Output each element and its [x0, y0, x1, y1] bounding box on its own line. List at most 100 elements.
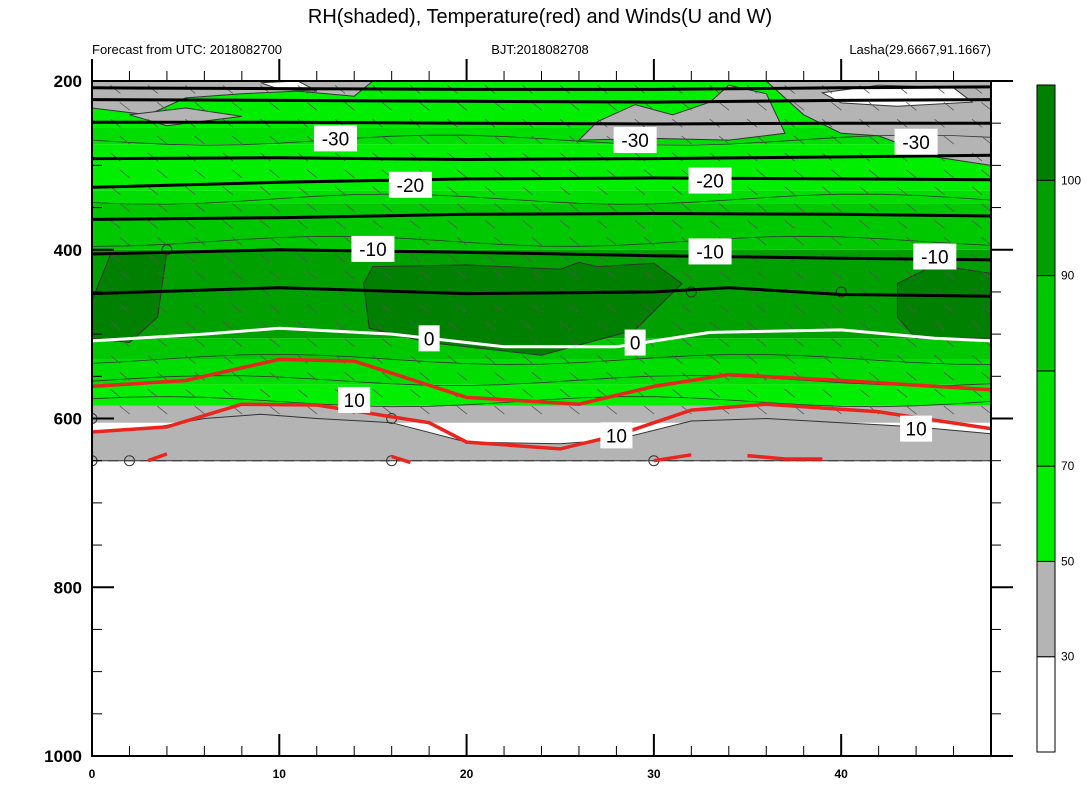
temperature-isoline: [92, 176, 991, 189]
wind-barb: [531, 270, 543, 280]
wind-barb: [306, 405, 318, 415]
wind-barb: [194, 405, 205, 415]
wind-barb: [194, 237, 205, 246]
x-tick-label: 30: [647, 767, 661, 781]
wind-barb: [231, 338, 243, 347]
wind-barb: [643, 169, 655, 179]
wind-barb: [597, 186, 608, 195]
wind-barb: [943, 270, 955, 280]
wind-barb: [531, 338, 543, 347]
wind-barb: [971, 321, 983, 330]
contour-label-box: [388, 171, 432, 198]
wind-barb: [831, 304, 842, 314]
wind-barb: [409, 321, 421, 330]
wind-barb: [419, 304, 430, 314]
wind-barb: [269, 102, 280, 111]
wind-barb: [559, 220, 571, 229]
rh-contour-line: [92, 235, 991, 247]
wind-barb: [194, 270, 205, 280]
wind-barb: [231, 169, 243, 179]
wind-barb: [718, 203, 730, 212]
contour-label-box: [338, 386, 371, 413]
temperature-isoline-warm: [653, 453, 692, 463]
temperature-isoline-warm: [92, 402, 991, 451]
wind-barb: [859, 186, 870, 195]
wind-barb: [606, 338, 617, 347]
wind-barb: [971, 388, 983, 398]
wind-barb: [231, 203, 243, 212]
wind-barb: [672, 321, 683, 330]
contour-label: -30: [621, 131, 648, 152]
wind-barb: [381, 338, 393, 347]
wind-barb: [634, 355, 646, 364]
wind-barb: [110, 388, 121, 398]
wind-barb: [306, 304, 318, 314]
wind-barb: [297, 186, 308, 195]
wind-barb: [306, 338, 318, 347]
wind-barb: [222, 186, 234, 195]
temperature-isoline: [92, 153, 991, 162]
wind-barb: [934, 388, 945, 398]
wind-barb: [494, 372, 505, 381]
wind-barb: [981, 372, 991, 381]
wind-barb: [381, 270, 393, 280]
wind-barb: [559, 186, 571, 195]
wind-barb: [157, 338, 168, 347]
contour-label-box: [900, 415, 933, 442]
wind-barb: [531, 169, 543, 179]
wind-barb: [456, 237, 468, 246]
wind-barb: [831, 237, 842, 246]
wind-barb: [522, 321, 533, 330]
wind-barb: [119, 372, 130, 381]
wind-barb: [896, 388, 908, 398]
wind-barb: [718, 338, 730, 347]
wind-barb: [484, 321, 496, 330]
wind-barb: [868, 270, 880, 280]
wind-barb: [569, 304, 580, 314]
wind-barb: [222, 253, 234, 263]
wind-barb: [981, 304, 991, 314]
temperature-isoline: [92, 85, 991, 91]
wind-barb: [831, 169, 842, 179]
wind-barb: [306, 203, 318, 212]
wind-barb: [943, 169, 955, 179]
wind-barb: [943, 135, 955, 145]
contour-label: -20: [696, 172, 723, 193]
wind-barb: [456, 304, 468, 314]
wind-barb: [334, 220, 346, 229]
wind-barb: [896, 220, 908, 229]
wind-barb: [606, 405, 617, 415]
wind-barb: [157, 203, 168, 212]
wind-barb: [971, 186, 983, 195]
wind-barb: [231, 237, 243, 246]
wind-barb: [831, 102, 842, 111]
wind-barb: [643, 405, 655, 415]
wind-barb: [222, 321, 234, 330]
wind-barb: [484, 388, 496, 398]
wind-barb: [793, 169, 805, 179]
rh-band: [92, 384, 991, 406]
wind-barb: [447, 253, 458, 263]
wind-barb: [306, 237, 318, 246]
wind-barb: [110, 355, 121, 364]
contour-label-box: [613, 127, 657, 154]
wind-barb: [606, 203, 617, 212]
y-tick-label: 600: [54, 410, 82, 429]
wind-barb: [934, 355, 945, 364]
wind-barb: [981, 203, 991, 212]
wind-barb: [569, 270, 580, 280]
wind-barb: [793, 102, 805, 111]
temperature-isoline-warm: [147, 452, 168, 463]
wind-barb: [784, 355, 795, 364]
wind-barb: [569, 102, 580, 111]
wind-barb: [906, 102, 917, 111]
wind-barb: [456, 372, 468, 381]
contour-label: -30: [902, 133, 929, 154]
x-tick-label: 10: [273, 767, 287, 781]
wind-barb: [672, 220, 683, 229]
wind-barb: [484, 220, 496, 229]
wind-barb: [756, 338, 767, 347]
wind-barb: [756, 169, 767, 179]
colorbar-segment: [1036, 275, 1056, 372]
wind-barb: [831, 135, 842, 145]
